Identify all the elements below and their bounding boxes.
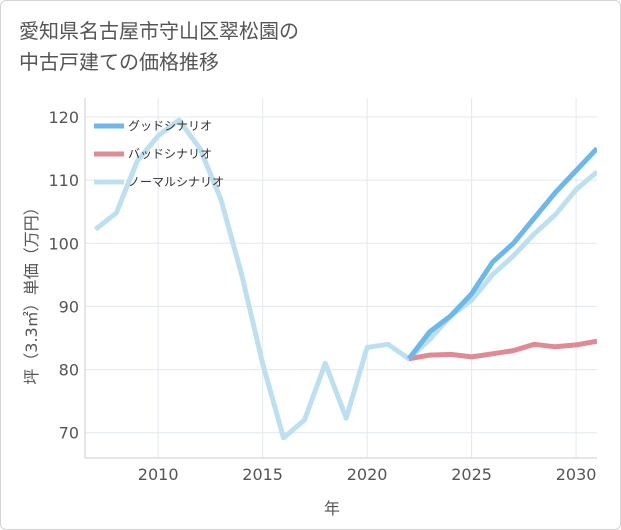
axes — [84, 98, 597, 459]
legend-label-1: バッドシナリオ — [128, 147, 212, 161]
chart-title-line-2: 中古戸建ての価格推移 — [19, 50, 219, 74]
x-axis-label: 年 — [324, 499, 340, 518]
grid — [85, 98, 597, 458]
x-tick-label-2030: 2030 — [556, 465, 597, 484]
series-line-1 — [408, 338, 597, 362]
y-tick-label-90: 90 — [59, 297, 79, 316]
y-tick-label-80: 80 — [59, 361, 79, 380]
chart-title: 愛知県名古屋市守山区翠松園の 中古戸建ての価格推移 — [19, 16, 299, 78]
chart-title-line-1: 愛知県名古屋市守山区翠松園の — [19, 19, 299, 43]
series-line-0 — [406, 146, 597, 361]
y-axis-label: 坪（3.3㎡）単価（万円） — [22, 199, 41, 384]
y-tick-label-120: 120 — [48, 108, 79, 127]
y-tick-label-110: 110 — [48, 171, 79, 190]
tick-labels: 70 80 90 100 110 120 2010 2015 2020 2025 2030 — [48, 108, 596, 484]
x-tick-label-2025: 2025 — [451, 465, 492, 484]
series-group — [93, 117, 597, 441]
legend-label-0: グッドシナリオ — [128, 119, 212, 133]
legend-label-2: ノーマルシナリオ — [128, 175, 224, 189]
x-tick-label-2020: 2020 — [347, 465, 388, 484]
x-tick-label-2010: 2010 — [138, 465, 179, 484]
y-tick-label-100: 100 — [48, 234, 79, 253]
y-tick-label-70: 70 — [59, 424, 79, 443]
series-line-2 — [93, 117, 597, 441]
x-tick-label-2015: 2015 — [242, 465, 283, 484]
